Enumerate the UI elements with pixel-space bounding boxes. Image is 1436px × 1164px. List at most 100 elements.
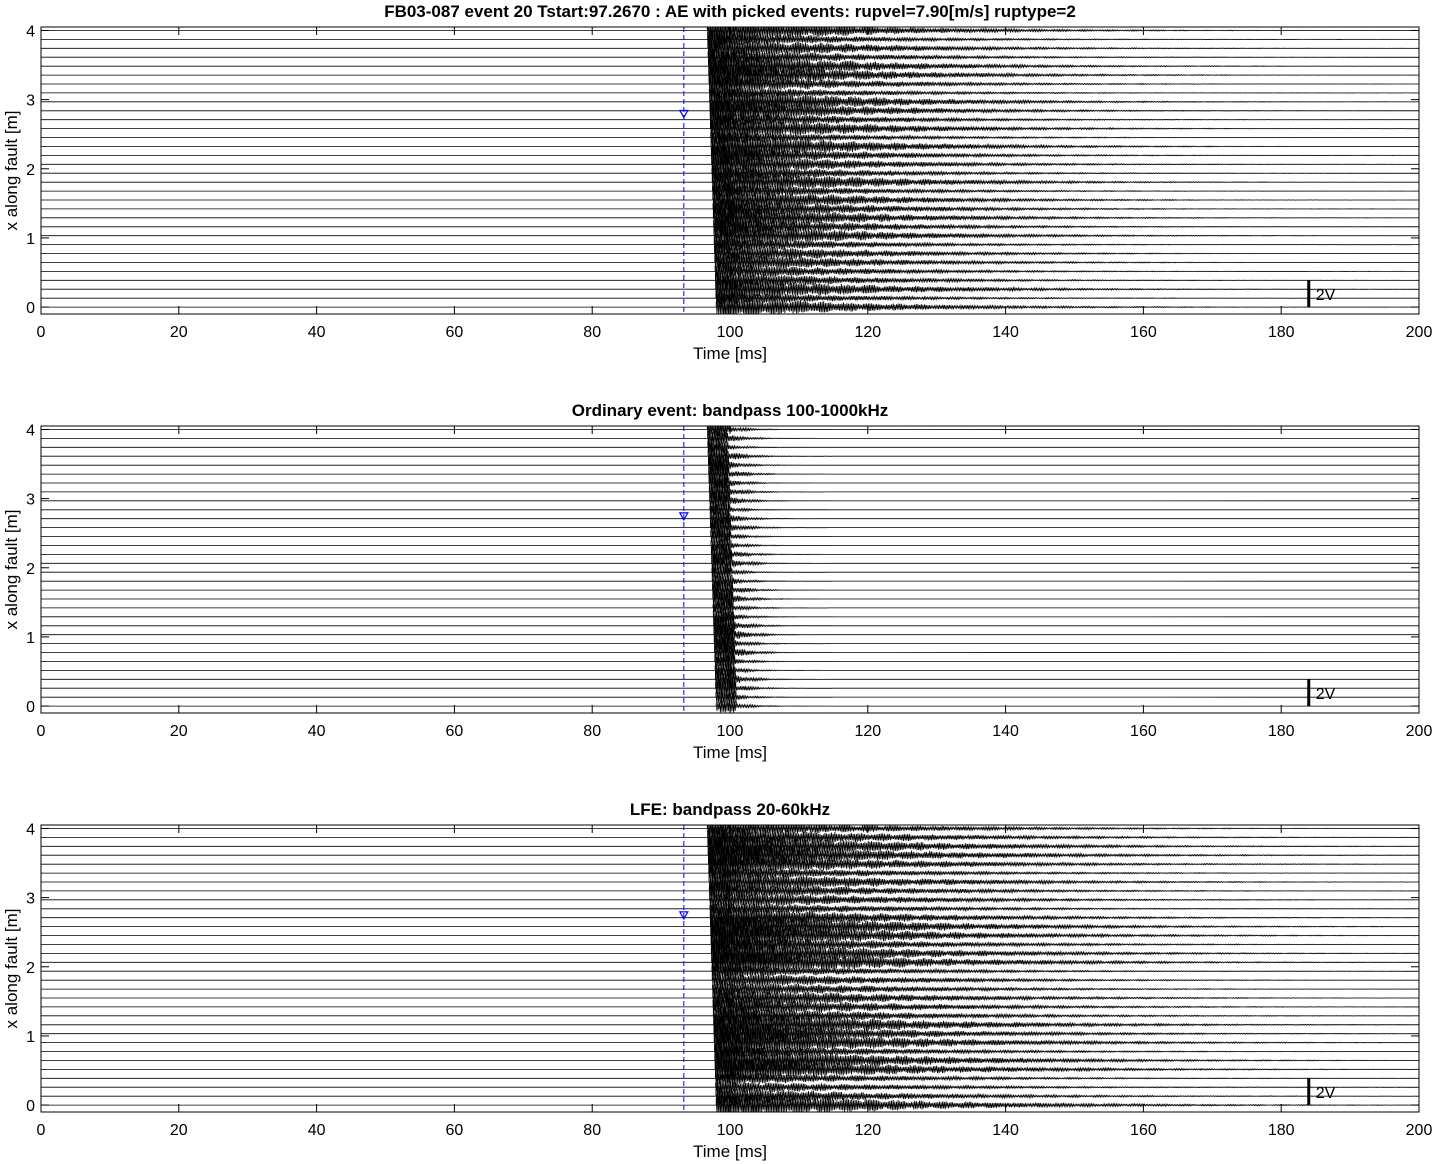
trace-line bbox=[41, 294, 1419, 314]
x-tick-label: 180 bbox=[1268, 1122, 1295, 1139]
trace-line bbox=[41, 462, 1419, 486]
trace-line bbox=[41, 839, 1419, 870]
trace-line bbox=[41, 97, 1419, 125]
trace-line bbox=[41, 572, 1419, 590]
trace-line bbox=[41, 938, 1419, 968]
x-tick-label: 160 bbox=[1130, 324, 1157, 341]
y-tick-label: 3 bbox=[26, 492, 35, 509]
x-tick-label: 40 bbox=[308, 324, 326, 341]
chart-title: FB03-087 event 20 Tstart:97.2670 : AE wi… bbox=[384, 2, 1076, 21]
trace-line bbox=[41, 73, 1419, 95]
y-axis-label: x along fault [m] bbox=[2, 509, 21, 629]
x-axis-label: Time [ms] bbox=[693, 1142, 767, 1161]
trace-line bbox=[41, 145, 1419, 167]
x-tick-label: 20 bbox=[170, 723, 188, 740]
x-axis-label: Time [ms] bbox=[693, 743, 767, 762]
trace-line bbox=[41, 187, 1419, 214]
trace-line bbox=[41, 633, 1419, 654]
trace-line bbox=[41, 167, 1419, 197]
y-axis-label: x along fault [m] bbox=[2, 110, 21, 230]
y-axis-label: x along fault [m] bbox=[2, 908, 21, 1028]
x-axis-label: Time [ms] bbox=[693, 344, 767, 363]
x-tick-label: 200 bbox=[1406, 1122, 1433, 1139]
trace-group bbox=[41, 825, 1419, 1112]
trace-line bbox=[41, 130, 1419, 162]
trace-line bbox=[41, 35, 1419, 62]
x-tick-label: 120 bbox=[854, 1122, 881, 1139]
x-tick-label: 100 bbox=[717, 723, 744, 740]
pick-marker bbox=[678, 911, 689, 921]
trace-line bbox=[41, 550, 1419, 576]
y-tick-label: 0 bbox=[26, 699, 35, 716]
x-tick-label: 200 bbox=[1406, 723, 1433, 740]
trace-line bbox=[41, 204, 1419, 231]
trace-line bbox=[41, 440, 1419, 454]
trace-line bbox=[41, 698, 1419, 713]
trace-line bbox=[41, 60, 1419, 91]
x-tick-label: 200 bbox=[1406, 324, 1433, 341]
x-tick-label: 60 bbox=[446, 723, 464, 740]
trace-line bbox=[41, 242, 1419, 264]
trace-line bbox=[41, 588, 1419, 610]
x-tick-label: 20 bbox=[170, 324, 188, 341]
y-tick-label: 1 bbox=[26, 231, 35, 248]
trace-line bbox=[41, 608, 1419, 626]
trace-line bbox=[41, 565, 1419, 580]
trace-line bbox=[41, 825, 1419, 838]
trace-line bbox=[41, 114, 1419, 144]
x-tick-label: 60 bbox=[446, 324, 464, 341]
trace-line bbox=[41, 1090, 1419, 1112]
trace-line bbox=[41, 934, 1419, 955]
x-tick-label: 40 bbox=[308, 1122, 326, 1139]
trace-line bbox=[41, 48, 1419, 67]
trace-line bbox=[41, 251, 1419, 273]
trace-line bbox=[41, 221, 1419, 250]
trace-line bbox=[41, 428, 1419, 449]
trace-line bbox=[41, 832, 1419, 861]
trace-line bbox=[41, 1044, 1419, 1077]
y-tick-label: 3 bbox=[26, 891, 35, 908]
chart-title: Ordinary event: bandpass 100-1000kHz bbox=[572, 401, 889, 420]
x-tick-label: 60 bbox=[446, 1122, 464, 1139]
x-tick-label: 140 bbox=[992, 1122, 1019, 1139]
trace-line bbox=[41, 215, 1419, 239]
x-tick-label: 160 bbox=[1130, 1122, 1157, 1139]
trace-line bbox=[41, 183, 1419, 200]
pick-marker bbox=[678, 512, 689, 522]
trace-line bbox=[41, 443, 1419, 470]
x-tick-label: 80 bbox=[583, 1122, 601, 1139]
trace-line bbox=[41, 164, 1419, 183]
x-tick-label: 20 bbox=[170, 1122, 188, 1139]
trace-line bbox=[41, 1055, 1419, 1085]
chart-title: LFE: bandpass 20-60kHz bbox=[630, 800, 830, 819]
trace-line bbox=[41, 1042, 1419, 1060]
trace-line bbox=[41, 964, 1419, 979]
trace-line bbox=[41, 84, 1419, 101]
trace-line bbox=[41, 890, 1419, 910]
trace-line bbox=[41, 515, 1419, 541]
x-tick-label: 80 bbox=[583, 723, 601, 740]
trace-line bbox=[41, 30, 1419, 49]
trace-line bbox=[41, 850, 1419, 878]
trace-line bbox=[41, 27, 1419, 46]
trace-line bbox=[41, 904, 1419, 931]
trace-line bbox=[41, 579, 1419, 601]
x-tick-label: 140 bbox=[992, 723, 1019, 740]
x-tick-label: 160 bbox=[1130, 723, 1157, 740]
scale-bar-label: 2V bbox=[1316, 287, 1336, 304]
x-tick-label: 0 bbox=[37, 324, 46, 341]
trace-line bbox=[41, 865, 1419, 882]
trace-line bbox=[41, 129, 1419, 145]
trace-line bbox=[41, 481, 1419, 504]
y-tick-label: 1 bbox=[26, 1029, 35, 1046]
y-tick-label: 3 bbox=[26, 93, 35, 110]
trace-line bbox=[41, 909, 1419, 940]
x-tick-label: 120 bbox=[854, 723, 881, 740]
trace-group bbox=[41, 27, 1419, 314]
x-tick-label: 100 bbox=[717, 1122, 744, 1139]
trace-line bbox=[41, 262, 1419, 280]
trace-line bbox=[41, 152, 1419, 176]
